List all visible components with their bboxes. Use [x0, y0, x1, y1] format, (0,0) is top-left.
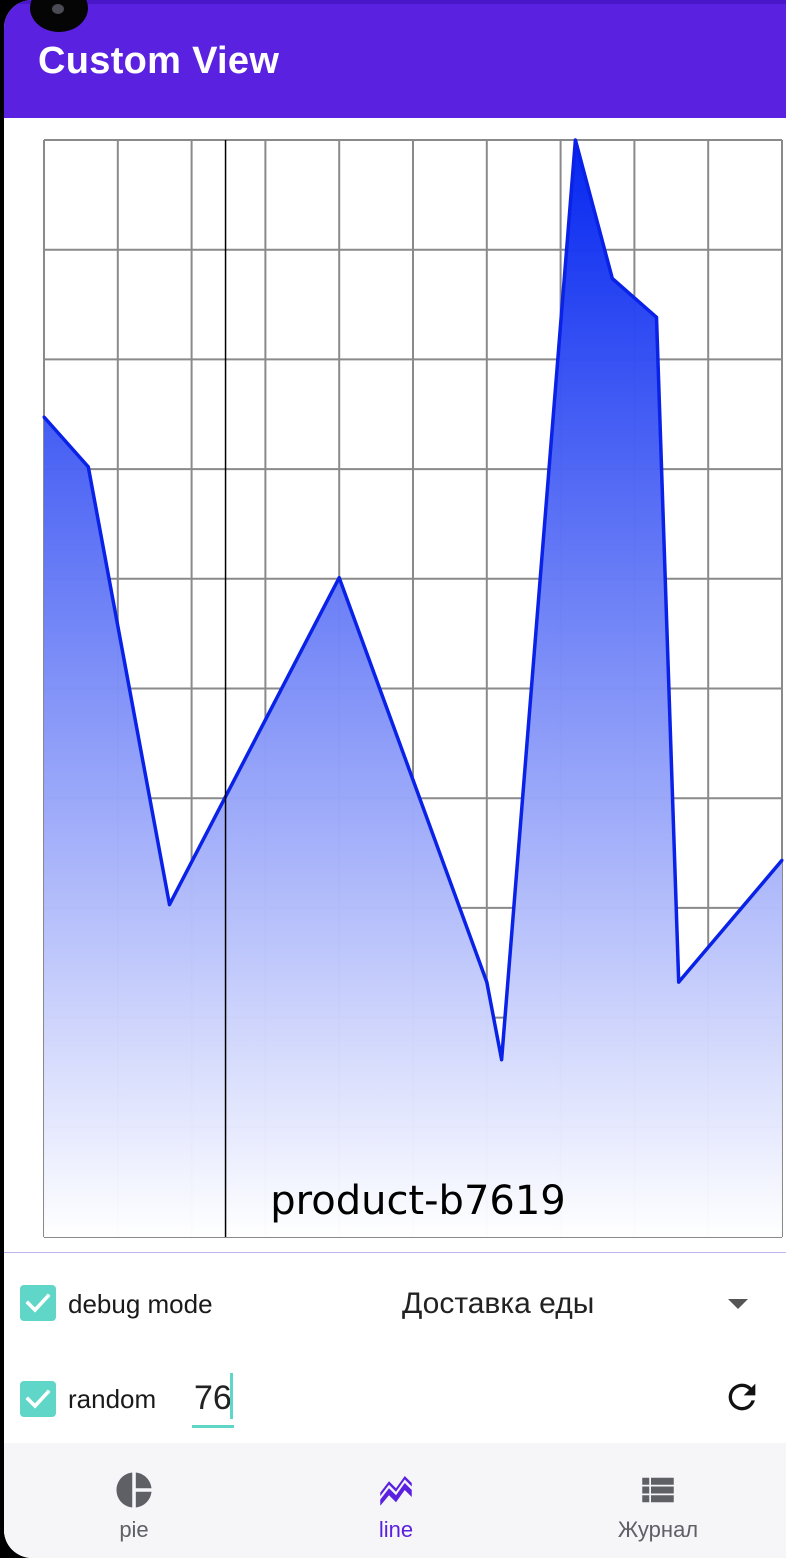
- front-camera-cutout: [30, 0, 88, 32]
- chart-point: [485, 980, 489, 984]
- check-icon: [25, 1389, 51, 1409]
- check-icon: [25, 1293, 51, 1313]
- nav-label-pie: pie: [119, 1517, 149, 1542]
- app-window: Custom View product-b7619 debug mode: [4, 0, 786, 1558]
- chart-divider: [4, 1252, 786, 1253]
- chart-point: [337, 576, 341, 580]
- chart-point: [610, 277, 614, 281]
- list-icon: [642, 1477, 674, 1503]
- chart-point: [677, 980, 681, 984]
- count-input[interactable]: 76: [192, 1371, 234, 1428]
- chart-point: [655, 315, 659, 319]
- debug-mode-checkbox[interactable]: [20, 1285, 56, 1321]
- nav-label-line: line: [378, 1517, 414, 1542]
- nav-item-journal[interactable]: Журнал: [528, 1443, 786, 1558]
- chart-area-fill: [44, 140, 782, 1237]
- category-select[interactable]: Доставка еды: [402, 1287, 595, 1320]
- refresh-icon: [728, 1383, 756, 1411]
- random-checkbox[interactable]: [20, 1381, 56, 1417]
- dropdown-arrow-icon[interactable]: [728, 1299, 748, 1309]
- chart-point: [42, 415, 46, 419]
- status-bar: [4, 0, 786, 4]
- chart-point: [500, 1058, 504, 1062]
- chart-point: [167, 903, 171, 907]
- nav-label-journal: Журнал: [617, 1517, 699, 1542]
- refresh-button[interactable]: [722, 1377, 762, 1417]
- bottom-navigation: pie line Журнал: [4, 1443, 786, 1558]
- chart-point: [86, 465, 90, 469]
- chart-points: [42, 138, 784, 1062]
- app-title: Custom View: [38, 40, 280, 82]
- line-chart: product-b7619: [42, 138, 784, 1238]
- line-chart-icon: [380, 1476, 412, 1506]
- chart-point: [573, 138, 577, 142]
- chart-caption: product-b7619: [270, 1178, 565, 1224]
- nav-item-pie[interactable]: pie: [4, 1443, 264, 1558]
- count-input-value: 76: [194, 1379, 232, 1417]
- app-bar: Custom View: [4, 0, 786, 118]
- controls-panel: debug mode Доставка еды random 76: [4, 1253, 786, 1443]
- text-caret: [230, 1373, 233, 1419]
- random-label: random: [68, 1384, 157, 1414]
- line-chart-view[interactable]: product-b7619: [4, 118, 786, 1253]
- chart-point: [780, 858, 784, 862]
- nav-item-line[interactable]: line: [266, 1443, 526, 1558]
- debug-mode-label: debug mode: [68, 1289, 213, 1319]
- pie-chart-icon: [116, 1472, 152, 1508]
